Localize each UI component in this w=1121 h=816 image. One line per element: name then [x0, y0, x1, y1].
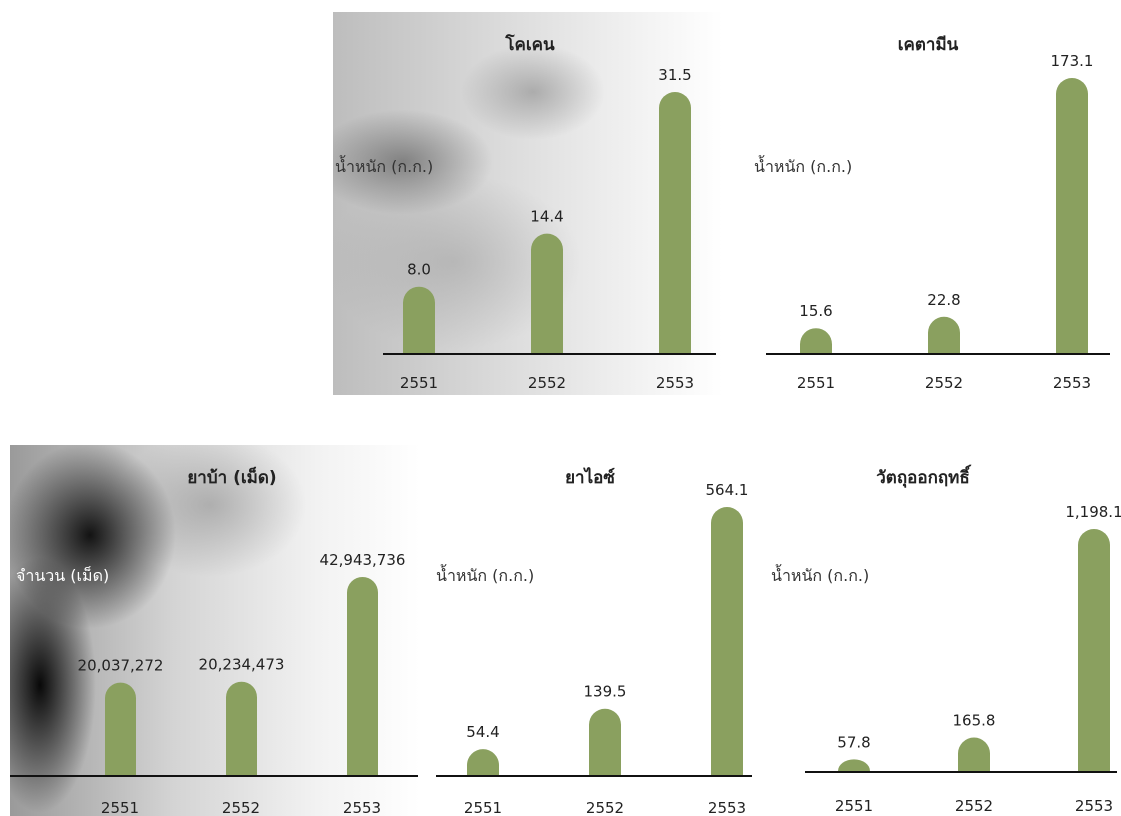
chart-panel-ice: ยาไอซ์ น้ำหนัก (ก.ก.) 54.4 139.5 564.1 255…	[430, 445, 760, 816]
x-tick-label: 2551	[835, 797, 873, 815]
bar-2552	[958, 737, 990, 771]
x-tick-labels: 2551 2552 2553	[464, 799, 746, 816]
photo-background-top	[333, 12, 723, 395]
chart-title: โคเคน	[504, 34, 555, 55]
data-label: 139.5	[584, 683, 627, 701]
bar-2552	[589, 708, 621, 775]
chart-ketamine: เคตามีน น้ำหนัก (ก.ก.) 15.6 22.8 173.1 255…	[754, 34, 1110, 392]
chart-methamphetamine: ยาบ้า (เม็ด) จำนวน (เม็ด) 20,037,272 20,2…	[10, 465, 418, 816]
chart-panel-methamphetamine: ยาบ้า (เม็ด) จำนวน (เม็ด) 20,037,272 20,2…	[10, 445, 420, 816]
bar-2553	[347, 577, 378, 775]
x-tick-label: 2553	[343, 799, 381, 816]
x-tick-label: 2551	[797, 374, 835, 392]
chart-title: เคตามีน	[898, 34, 959, 55]
x-tick-label: 2551	[464, 799, 502, 816]
bar-2551	[467, 749, 499, 775]
data-label: 31.5	[658, 66, 691, 84]
data-label: 57.8	[837, 733, 870, 751]
bars-group: 20,037,272 20,234,473 42,943,736	[78, 551, 406, 775]
data-label: 14.4	[530, 208, 563, 226]
x-tick-label: 2551	[101, 799, 139, 816]
data-label: 8.0	[407, 261, 431, 279]
chart-ice: ยาไอซ์ น้ำหนัก (ก.ก.) 54.4 139.5 564.1 255…	[436, 467, 752, 816]
data-label: 22.8	[927, 291, 960, 309]
y-axis-label: น้ำหนัก (ก.ก.)	[754, 155, 852, 176]
data-label: 20,234,473	[199, 656, 285, 674]
data-label: 564.1	[706, 481, 749, 499]
x-tick-labels: 2551 2552 2553	[400, 374, 694, 392]
y-axis-label: น้ำหนัก (ก.ก.)	[771, 564, 869, 585]
data-label: 20,037,272	[78, 657, 164, 675]
bar-2553	[1078, 529, 1110, 771]
x-tick-label: 2552	[925, 374, 963, 392]
bar-2553	[711, 507, 743, 775]
bar-2553	[659, 92, 691, 353]
bar-2552	[531, 233, 563, 353]
data-label: 1,198.1	[1065, 503, 1121, 521]
bars-group: 8.0 14.4 31.5	[403, 66, 692, 353]
bars-group: 54.4 139.5 564.1	[466, 481, 748, 775]
data-label: 42,943,736	[320, 551, 406, 569]
x-tick-label: 2552	[528, 374, 566, 392]
data-label: 165.8	[953, 712, 996, 730]
chart-cocaine: โคเคน น้ำหนัก (ก.ก.) 8.0 14.4 31.5 2551 25…	[335, 34, 716, 392]
x-tick-label: 2552	[955, 797, 993, 815]
y-axis-label: น้ำหนัก (ก.ก.)	[436, 564, 534, 585]
chart-panel-ketamine: เคตามีน น้ำหนัก (ก.ก.) 15.6 22.8 173.1 255…	[748, 12, 1121, 395]
chart-title: ยาบ้า (เม็ด)	[187, 465, 276, 488]
bar-2552	[226, 681, 257, 775]
chart-panel-cocaine: โคเคน น้ำหนัก (ก.ก.) 8.0 14.4 31.5 2551 25…	[333, 12, 723, 395]
bars-group: 57.8 165.8 1,198.1	[837, 503, 1121, 771]
x-tick-label: 2553	[1053, 374, 1091, 392]
x-tick-label: 2553	[1075, 797, 1113, 815]
x-tick-label: 2552	[586, 799, 624, 816]
data-label: 54.4	[466, 723, 499, 741]
chart-panel-psychotropic: วัตถุออกฤทธิ์ น้ำหนัก (ก.ก.) 57.8 165.8 1,…	[765, 445, 1121, 816]
x-tick-label: 2553	[708, 799, 746, 816]
bar-2552	[928, 316, 960, 353]
bar-2551	[800, 328, 832, 353]
y-axis-label: น้ำหนัก (ก.ก.)	[335, 155, 433, 176]
data-label: 15.6	[799, 302, 832, 320]
bars-group: 15.6 22.8 173.1	[799, 52, 1093, 353]
data-label: 173.1	[1051, 52, 1094, 70]
y-axis-label: จำนวน (เม็ด)	[16, 565, 109, 585]
x-tick-label: 2552	[222, 799, 260, 816]
chart-title: ยาไอซ์	[565, 467, 615, 488]
x-tick-labels: 2551 2552 2553	[835, 797, 1113, 815]
x-tick-labels: 2551 2552 2553	[797, 374, 1091, 392]
bar-2551	[838, 759, 870, 771]
bar-2551	[403, 286, 435, 353]
chart-psychotropic: วัตถุออกฤทธิ์ น้ำหนัก (ก.ก.) 57.8 165.8 1,…	[771, 464, 1121, 815]
chart-title: วัตถุออกฤทธิ์	[876, 464, 971, 488]
x-tick-label: 2553	[656, 374, 694, 392]
bar-2551	[105, 682, 136, 775]
x-tick-labels: 2551 2552 2553	[101, 799, 381, 816]
x-tick-label: 2551	[400, 374, 438, 392]
bar-2553	[1056, 78, 1088, 353]
